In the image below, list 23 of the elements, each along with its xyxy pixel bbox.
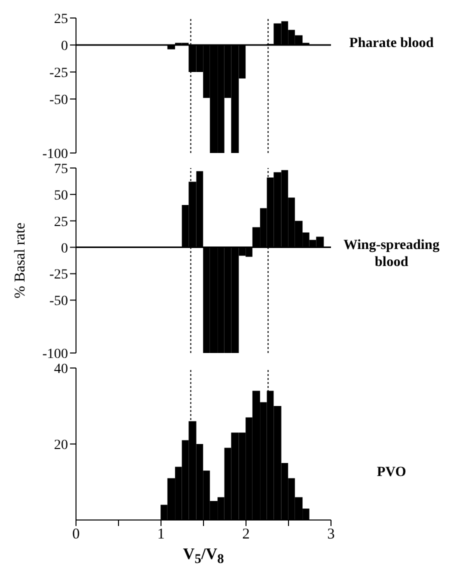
y-tick-label: 25 — [54, 12, 68, 27]
y-tick-label: 20 — [54, 438, 68, 453]
x-tick-label: 1 — [157, 526, 165, 543]
x-tick-label: 2 — [242, 526, 250, 543]
x-tick-label: 3 — [327, 526, 335, 543]
y-tick-label: 0 — [61, 38, 68, 54]
text: Pharate blood — [348, 35, 435, 52]
y-tick-label: 0 — [61, 241, 68, 256]
text: Wing-spreading blood — [342, 237, 440, 272]
x-tick-label: 0 — [72, 526, 80, 543]
y-tick-label: 40 — [54, 362, 68, 377]
y-axis-title: % Basal rate — [12, 222, 28, 298]
y-tick-label: -25 — [49, 268, 68, 283]
y-tick-label: -25 — [49, 66, 68, 81]
y-tick-label: -100 — [42, 346, 68, 362]
text: PVO — [376, 464, 408, 482]
y-tick-label: 25 — [54, 214, 68, 230]
y-tick-label: 50 — [54, 188, 68, 204]
y-tick-label: 75 — [54, 162, 68, 177]
y-tick-label: -100 — [42, 146, 68, 162]
y-tick-label: -50 — [49, 92, 68, 108]
y-tick-label: -50 — [49, 294, 68, 310]
x-axis-title: V$_{5}$/V$_{8}$ — [182, 546, 225, 568]
